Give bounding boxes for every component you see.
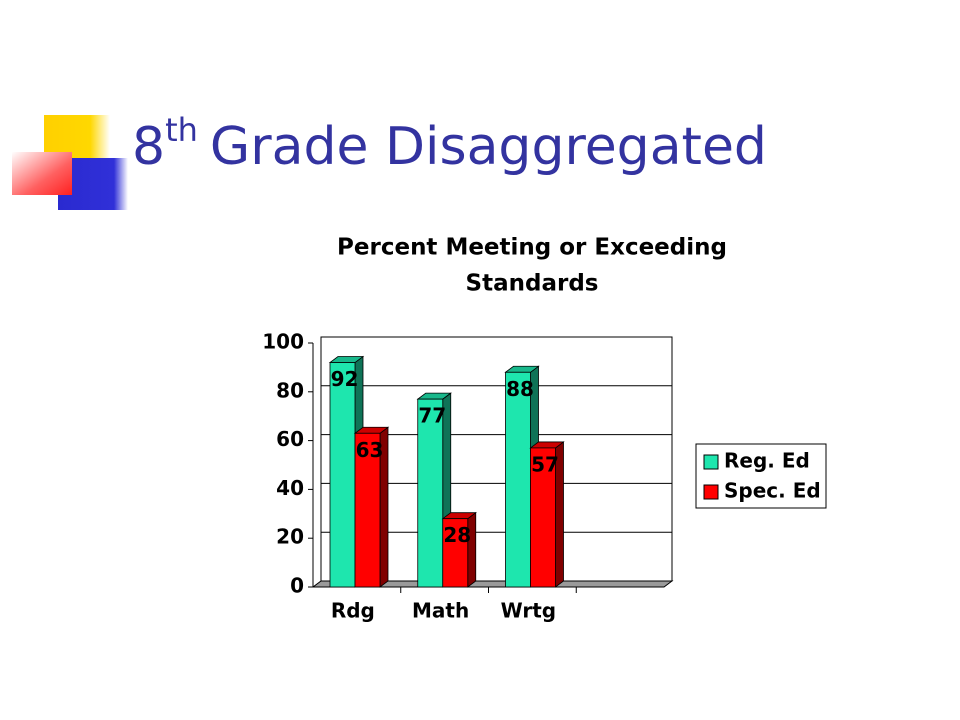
legend-swatch	[703, 484, 719, 500]
bar	[530, 447, 556, 588]
data-label: 57	[531, 452, 559, 476]
legend-swatch	[703, 454, 719, 470]
title-number: 8	[132, 117, 165, 177]
legend-label: Spec. Ed	[724, 479, 821, 503]
bar	[354, 432, 381, 588]
data-label: 92	[331, 367, 359, 391]
legend-label: Reg. Ed	[724, 449, 810, 473]
y-tick-label: 100	[262, 330, 304, 354]
y-tick-label: 0	[290, 574, 304, 598]
chart-title: Percent Meeting or Exceeding	[337, 235, 727, 261]
y-tick-label: 20	[276, 525, 304, 549]
title-text: Grade Disaggregated	[210, 117, 767, 177]
decor-square	[12, 152, 72, 195]
data-label: 88	[506, 377, 534, 401]
y-tick-label: 80	[276, 378, 304, 402]
data-label: 77	[418, 404, 446, 428]
bar	[417, 398, 444, 588]
data-label: 28	[443, 523, 471, 547]
title-suffix: th	[165, 111, 198, 149]
bar	[329, 362, 356, 588]
x-tick-label: Math	[412, 599, 469, 623]
x-tick-label: Rdg	[331, 599, 375, 623]
x-tick-label: Wrtg	[501, 599, 556, 623]
bar	[505, 371, 531, 588]
y-tick-label: 40	[276, 476, 304, 500]
data-label: 63	[356, 438, 384, 462]
slide-title: 8th Grade Disaggregated	[132, 111, 767, 177]
chart-title: Standards	[466, 271, 599, 297]
bar	[442, 518, 469, 588]
y-tick-label: 60	[276, 427, 304, 451]
